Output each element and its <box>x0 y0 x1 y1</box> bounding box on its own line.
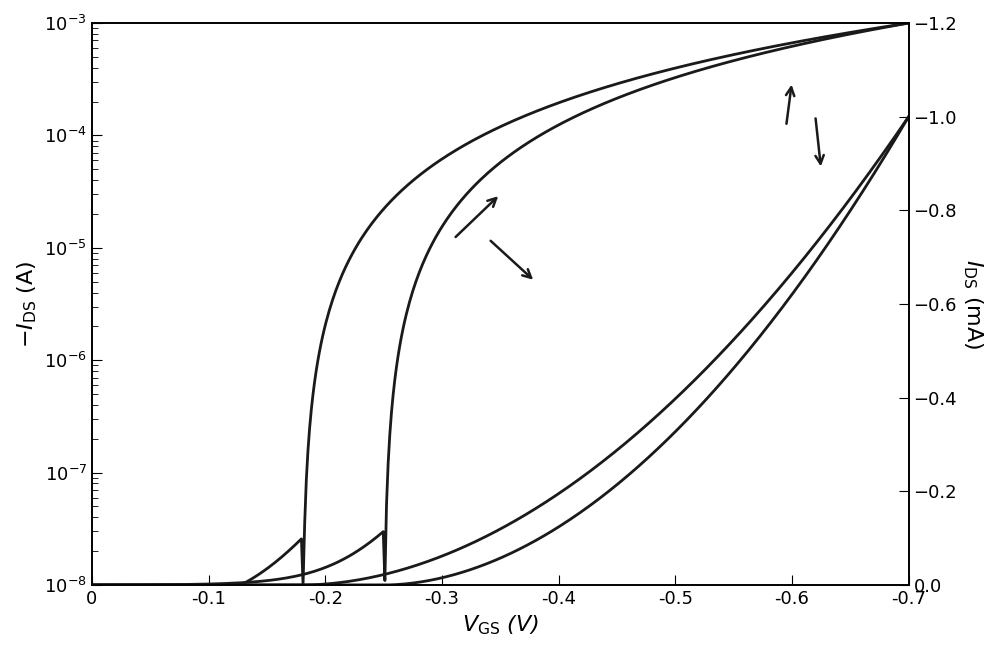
Y-axis label: $I_{\mathrm{DS}}$ (mA): $I_{\mathrm{DS}}$ (mA) <box>961 259 985 349</box>
X-axis label: $V_{\mathrm{GS}}$ (V): $V_{\mathrm{GS}}$ (V) <box>462 614 539 637</box>
Y-axis label: $-I_{\mathrm{DS}}$ (A): $-I_{\mathrm{DS}}$ (A) <box>15 260 39 348</box>
